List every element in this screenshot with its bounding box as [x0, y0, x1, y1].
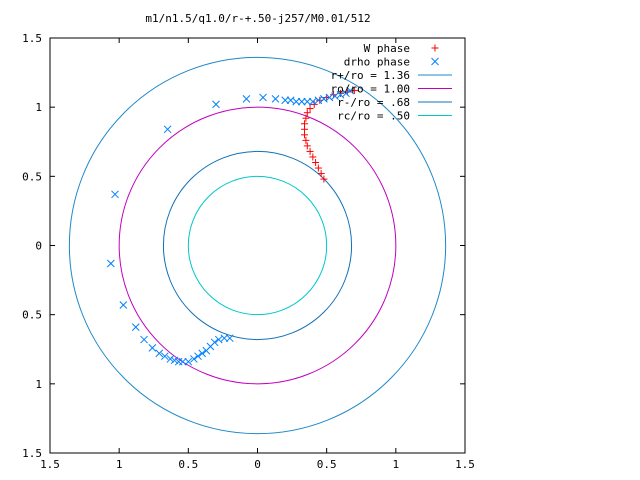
point-0-20: [350, 87, 358, 95]
point-0-7: [302, 136, 310, 144]
legend-label-5: rc/ro = .50: [337, 110, 410, 123]
point-1-24: [155, 349, 164, 358]
point-0-13: [306, 105, 314, 113]
point-0-3: [312, 159, 320, 166]
point-0-10: [301, 120, 309, 128]
point-0-1: [317, 170, 325, 178]
point-0-5: [306, 147, 314, 155]
point-1-6: [281, 96, 290, 105]
point-1-27: [170, 356, 179, 365]
point-1-4: [259, 93, 267, 102]
point-0-4: [309, 153, 317, 161]
legend-label-3: ro/ro = 1.00: [331, 83, 410, 96]
reference-circles: [68, 56, 447, 435]
series-w-phase: [301, 87, 358, 183]
point-1-38: [220, 334, 229, 343]
circle-2: [162, 150, 353, 341]
circle-3: [187, 175, 328, 316]
point-1-9: [297, 97, 306, 106]
point-1-7: [286, 96, 295, 105]
point-1-29: [178, 357, 187, 366]
point-1-20: [119, 301, 128, 309]
point-1-3: [242, 95, 251, 103]
point-1-21: [131, 323, 140, 331]
circle-1: [118, 106, 397, 385]
point-1-0: [111, 190, 119, 199]
point-1-2: [212, 100, 220, 109]
legend-marker-0: [431, 44, 439, 52]
legend-label-4: r-/ro = .68: [337, 96, 410, 109]
point-1-39: [225, 334, 234, 343]
x-tick-label-5: 1: [393, 458, 400, 471]
point-1-19: [107, 259, 115, 268]
point-1-23: [148, 344, 157, 352]
point-1-31: [190, 355, 198, 363]
point-1-10: [303, 97, 312, 106]
point-1-32: [194, 352, 202, 361]
point-1-8: [292, 97, 301, 106]
point-0-11: [302, 114, 310, 122]
point-0-2: [314, 164, 322, 172]
point-1-26: [166, 355, 175, 363]
point-1-30: [184, 357, 193, 366]
y-tick-label-3: 0: [35, 240, 42, 253]
legend-label-1: drho phase: [344, 56, 410, 69]
x-tick-label-3: 0: [254, 458, 261, 471]
point-1-1: [163, 125, 172, 134]
x-tick-label-4: 0.5: [317, 458, 337, 471]
circle-0: [68, 56, 447, 435]
point-0-6: [303, 142, 311, 150]
series-drho-phase: [107, 86, 355, 366]
point-1-18: [346, 86, 355, 95]
point-1-5: [271, 95, 280, 103]
point-0-0: [320, 175, 328, 183]
y-tick-label-5: 1: [35, 101, 42, 114]
point-1-37: [214, 335, 223, 344]
y-tick-label-1: 1: [35, 378, 42, 391]
point-1-25: [160, 352, 169, 361]
x-tick-label-0: 1.5: [40, 458, 60, 471]
legend-label-0: W phase: [364, 42, 410, 55]
point-0-14: [310, 100, 318, 108]
y-tick-label-2: 0.5: [22, 309, 42, 322]
x-tick-label-1: 1: [116, 458, 123, 471]
y-tick-label-0: 1.5: [22, 447, 42, 460]
point-1-17: [342, 89, 350, 98]
x-tick-label-2: 0.5: [178, 458, 198, 471]
chart-title: m1/n1.5/q1.0/r-+.50-j257/M0.01/512: [145, 12, 370, 25]
data-series: [107, 86, 358, 366]
legend-label-2: r+/ro = 1.36: [331, 69, 410, 82]
y-tick-label-4: 0.5: [22, 170, 42, 183]
y-tick-label-6: 1.5: [22, 32, 42, 45]
point-1-22: [140, 335, 148, 344]
point-1-36: [210, 338, 219, 347]
point-0-12: [303, 109, 311, 117]
legend-marker-1: [431, 57, 439, 66]
axis-ticks: 1.5 1 0.5 0 0.5 1 1.51.510.500.511.5: [22, 32, 475, 471]
point-1-33: [198, 349, 207, 358]
x-tick-label-6: 1.5: [455, 458, 475, 471]
